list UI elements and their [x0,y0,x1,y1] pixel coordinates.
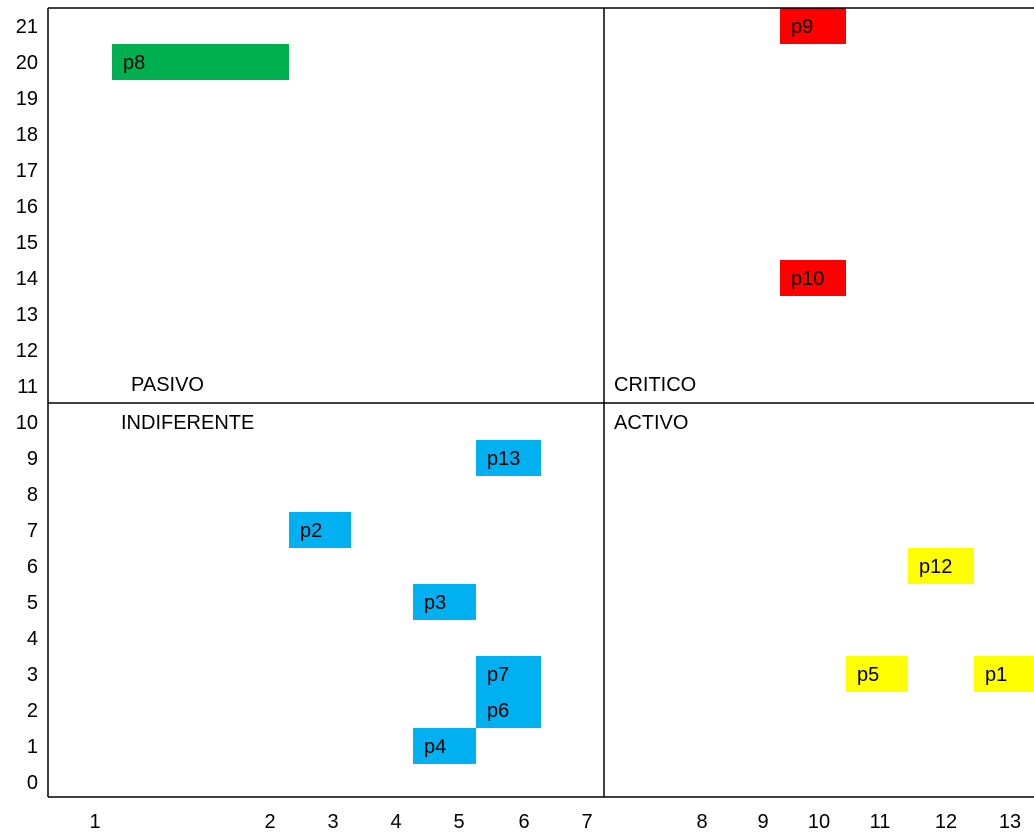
x-tick-label-8: 8 [696,811,707,833]
marker-label-p12: p12 [919,556,952,578]
x-tick-label-6: 6 [518,811,529,833]
marker-label-p1: p1 [985,664,1007,686]
marker-p12 [908,548,974,584]
marker-label-p10: p10 [791,268,824,290]
y-tick-label-19: 19 [16,88,38,110]
x-tick-label-4: 4 [390,811,401,833]
quadrant-labels: PASIVO CRITICO INDIFERENTE ACTIVO [121,374,696,434]
y-tick-label-3: 3 [27,664,38,686]
marker-label-p7: p7 [487,664,509,686]
y-tick-label-11: 11 [17,376,38,398]
marker-p3 [413,584,476,620]
marker-label-p6: p6 [487,700,509,722]
x-tick-label-2: 2 [264,811,275,833]
y-tick-label-7: 7 [27,520,38,542]
marker-label-p8: p8 [123,52,145,74]
marker-label-p4: p4 [424,736,446,758]
y-tick-label-16: 16 [16,196,38,218]
marker-label-p3: p3 [424,592,446,614]
y-tick-label-8: 8 [27,484,38,506]
y-tick-label-21: 21 [16,16,38,38]
y-tick-label-18: 18 [16,124,38,146]
y-tick-label-9: 9 [27,448,38,470]
x-tick-label-12: 12 [935,811,957,833]
y-tick-label-6: 6 [27,556,38,578]
marker-p7 [476,656,541,692]
quadrant-label-indiferente: INDIFERENTE [121,412,254,434]
x-axis-labels: 1 2 3 4 5 6 7 8 9 10 11 12 13 [89,811,1021,833]
marker-label-p13: p13 [487,448,520,470]
marker-p8 [112,44,289,80]
marker-p1 [974,656,1034,692]
quadrant-frame [47,7,1034,798]
y-tick-label-2: 2 [27,700,38,722]
marker-p4 [413,728,476,764]
x-tick-label-3: 3 [327,811,338,833]
y-tick-label-12: 12 [16,340,38,362]
marker-p5 [846,656,908,692]
x-tick-label-10: 10 [808,811,830,833]
marker-p10 [780,260,846,296]
marker-p2 [289,512,351,548]
x-tick-label-7: 7 [581,811,592,833]
y-tick-label-13: 13 [16,304,38,326]
y-tick-label-10: 10 [16,412,38,434]
y-tick-label-14: 14 [16,268,38,290]
marker-label-p5: p5 [857,664,879,686]
y-tick-label-20: 20 [16,52,38,74]
quadrant-label-activo: ACTIVO [614,412,688,434]
x-tick-label-11: 11 [870,811,891,833]
quadrant-label-critico: CRITICO [614,374,696,396]
y-tick-label-0: 0 [27,772,38,794]
point-markers: p8 p9 p10 p13 p2 p3 p7 p6 p4 p12 p5 p1 [112,8,1034,764]
x-tick-label-9: 9 [757,811,768,833]
quadrant-label-pasivo: PASIVO [131,374,204,396]
marker-p13 [476,440,541,476]
y-tick-label-4: 4 [27,628,38,650]
y-tick-label-1: 1 [27,736,38,758]
marker-p9 [780,8,846,44]
x-tick-label-5: 5 [453,811,464,833]
marker-label-p2: p2 [300,520,322,542]
y-tick-label-5: 5 [27,592,38,614]
y-tick-label-17: 17 [16,160,38,182]
y-tick-label-15: 15 [16,232,38,254]
marker-p6 [476,692,541,728]
x-tick-label-13: 13 [999,811,1021,833]
x-tick-label-1: 1 [89,811,100,833]
marker-label-p9: p9 [791,16,813,38]
